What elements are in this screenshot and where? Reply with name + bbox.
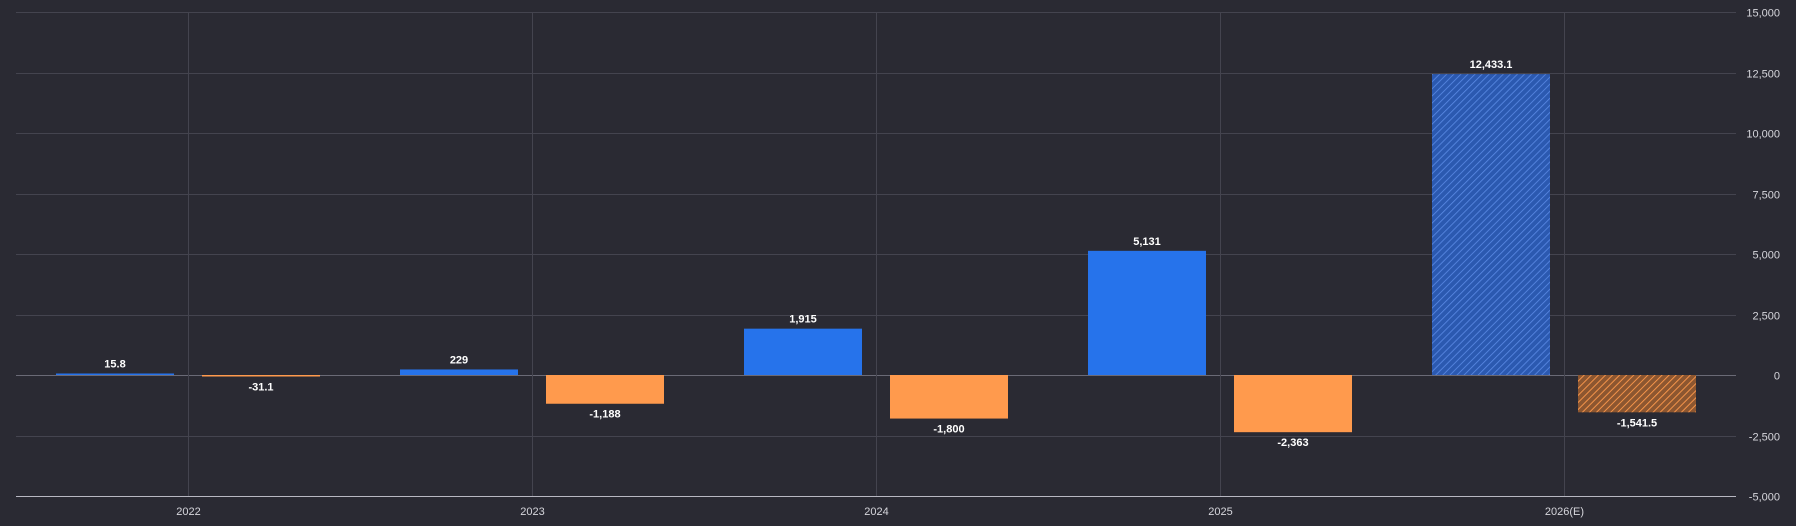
- data-label: -1,188: [589, 409, 620, 421]
- data-label: -1,541.5: [1617, 417, 1657, 429]
- y-tick-label: -2,500: [1749, 432, 1780, 444]
- y-tick-label: 7,500: [1752, 190, 1780, 202]
- y-tick-label: 5,000: [1752, 250, 1780, 262]
- positive-bar[interactable]: [400, 369, 518, 375]
- data-label: -31.1: [248, 382, 273, 394]
- negative-bar[interactable]: [1234, 375, 1352, 433]
- x-tick-label: 2022: [176, 506, 200, 518]
- x-tick-label: 2026(E): [1545, 506, 1584, 518]
- data-label: 15.8: [104, 359, 125, 371]
- negative-bar[interactable]: [546, 375, 664, 404]
- y-tick-label: 0: [1774, 371, 1780, 383]
- data-label: -2,363: [1277, 437, 1308, 449]
- y-tick-label: 15,000: [1746, 8, 1780, 20]
- positive-bar[interactable]: [1088, 250, 1206, 375]
- data-label: 12,433.1: [1470, 59, 1513, 71]
- x-tick-label: 2024: [864, 506, 888, 518]
- negative-bar[interactable]: [202, 375, 320, 377]
- y-tick-label: 2,500: [1752, 311, 1780, 323]
- positive-bar-estimate[interactable]: [1432, 74, 1550, 375]
- x-tick-label: 2025: [1208, 506, 1232, 518]
- data-label: 229: [450, 354, 468, 366]
- negative-bar-estimate[interactable]: [1578, 375, 1696, 413]
- y-tick-label: 12,500: [1746, 69, 1780, 81]
- positive-bar[interactable]: [56, 373, 174, 376]
- positive-bar[interactable]: [744, 328, 862, 375]
- x-tick-label: 2023: [520, 506, 544, 518]
- data-label: -1,800: [933, 424, 964, 436]
- data-label: 5,131: [1133, 236, 1161, 248]
- y-tick-label: 10,000: [1746, 129, 1780, 141]
- data-label: 1,915: [789, 314, 817, 326]
- negative-bar[interactable]: [890, 375, 1008, 419]
- y-tick-label: -5,000: [1749, 492, 1780, 504]
